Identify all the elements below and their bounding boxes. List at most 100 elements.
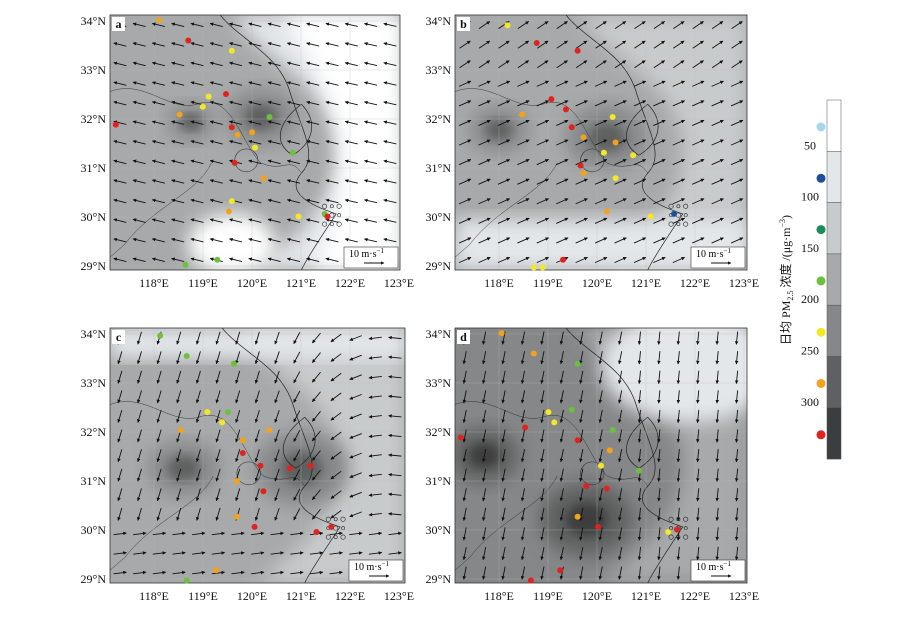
province-boundary (110, 475, 214, 571)
wind-arrow (383, 100, 397, 106)
wind-arrow (517, 60, 529, 69)
wind-arrow (556, 237, 569, 244)
wind-scale: 10 m·s−1 (343, 246, 399, 269)
wind-arrow (676, 370, 681, 384)
legend-site-orange (816, 379, 826, 388)
wind-arrow (676, 331, 681, 345)
pm25-clean-zone (188, 213, 276, 270)
wind-arrow (113, 218, 127, 223)
site-marker-red (577, 162, 584, 169)
wind-arrow (330, 372, 342, 382)
wind-arrow (672, 159, 685, 166)
lat-tick-label: 33°N (426, 63, 452, 77)
wind-arrow (311, 489, 321, 500)
wind-arrow (618, 370, 623, 384)
wind-arrow (229, 22, 243, 28)
site-marker-red (231, 159, 238, 166)
wind-arrow (540, 546, 545, 561)
wind-arrow (637, 351, 642, 365)
wind-arrow (293, 449, 301, 462)
wind-arrow (383, 22, 397, 27)
wind-arrow (248, 61, 262, 67)
wind-arrow (657, 468, 661, 482)
wind-arrow (330, 470, 342, 480)
site-marker-orange (233, 513, 240, 520)
wind-arrow (388, 512, 402, 516)
wind-arrow (171, 257, 185, 263)
pm25-east-zone (233, 328, 405, 583)
wind-arrow (248, 139, 262, 145)
wind-arrow (653, 159, 666, 166)
lat-tick-label: 30°N (81, 210, 107, 224)
wind-arrow (594, 100, 608, 107)
wind-arrow (711, 21, 724, 29)
wind-arrow (672, 100, 685, 107)
wind-arrow (364, 179, 378, 184)
wind-scale-label: 10 m·s−1 (354, 560, 389, 573)
lat-tick-label: 32°N (81, 112, 107, 126)
wind-arrow (653, 198, 666, 205)
wind-arrow (672, 217, 685, 224)
wind-arrow (330, 412, 342, 421)
wind-arrow (482, 507, 487, 521)
wind-arrow (254, 351, 260, 365)
wind-arrow (293, 351, 301, 364)
lat-tick-label: 34°N (81, 14, 107, 28)
wind-arrow (536, 139, 549, 146)
site-marker-green (574, 360, 581, 367)
legend-site-yellow (816, 327, 826, 337)
wind-arrow (598, 566, 603, 580)
wind-arrow (575, 100, 588, 107)
wind-arrow (156, 507, 162, 521)
wind-arrow (575, 198, 588, 205)
wind-arrow (113, 61, 127, 67)
wind-arrow (325, 61, 339, 67)
site-marker-yellow (539, 264, 546, 271)
lat-tick-label: 29°N (81, 259, 107, 273)
wind-arrow (715, 468, 720, 482)
wind-arrow (734, 390, 739, 404)
wind-arrow (274, 370, 280, 384)
site-marker-yellow (228, 198, 235, 205)
wind-arrow (478, 21, 491, 29)
wind-arrow (133, 551, 147, 555)
wind-arrow (215, 507, 221, 521)
wind-arrow (696, 527, 700, 541)
wind-arrow (501, 331, 506, 345)
wind-arrow (715, 507, 720, 522)
legend-tick-label: 150 (801, 241, 819, 255)
wind-arrow (270, 531, 284, 536)
wind-arrow (190, 237, 204, 243)
wind-arrow (537, 60, 549, 69)
wind-arrow (696, 507, 700, 522)
site-marker-green (182, 261, 189, 268)
wind-arrow (637, 546, 642, 561)
wind-arrow (113, 198, 127, 204)
wind-arrow (229, 218, 243, 223)
lon-tick-label: 121°E (286, 589, 316, 603)
wind-arrow (156, 409, 162, 423)
wind-arrow (248, 179, 262, 184)
wind-arrow (209, 61, 223, 67)
wind-arrow (517, 159, 530, 166)
wind-arrow (267, 100, 281, 106)
wind-arrow (653, 256, 666, 264)
wind-arrow (462, 370, 467, 384)
wind-arrow (274, 449, 280, 462)
wind-arrow (215, 390, 221, 404)
wind-arrow (151, 120, 165, 125)
wind-arrow (176, 409, 182, 423)
wind-arrow (462, 449, 467, 463)
wind-arrow (598, 488, 603, 502)
wind-arrow (368, 531, 383, 536)
wind-arrow (136, 409, 142, 423)
wind-arrow (653, 40, 665, 49)
wind-arrow (190, 218, 204, 223)
legend-band (826, 356, 842, 409)
site-marker-red (185, 37, 192, 44)
site-marker-orange (213, 567, 220, 574)
wind-arrow (715, 488, 720, 502)
island (668, 516, 674, 522)
yangtze-estuary (626, 103, 659, 156)
wind-arrow (676, 429, 681, 443)
